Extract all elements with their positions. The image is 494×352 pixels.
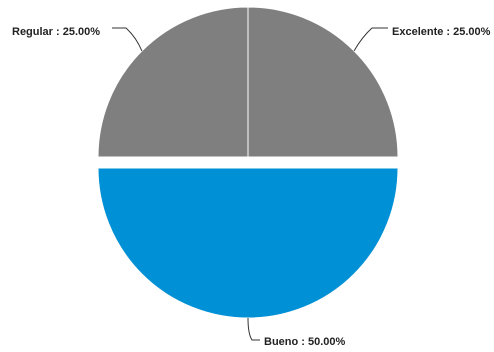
pie-slice-bueno[interactable]	[97, 167, 399, 319]
label-connector-excelente	[353, 27, 388, 52]
slice-label-excelente: Excelente : 25.00%	[392, 26, 491, 38]
slice-label-bueno: Bueno : 50.00%	[264, 336, 346, 348]
label-connector-regular	[112, 27, 143, 52]
pie-slice-excelente[interactable]	[247, 6, 399, 158]
slice-label-regular: Regular : 25.00%	[12, 26, 100, 38]
pie-slice-regular[interactable]	[97, 6, 249, 158]
label-connector-bueno	[247, 317, 260, 341]
